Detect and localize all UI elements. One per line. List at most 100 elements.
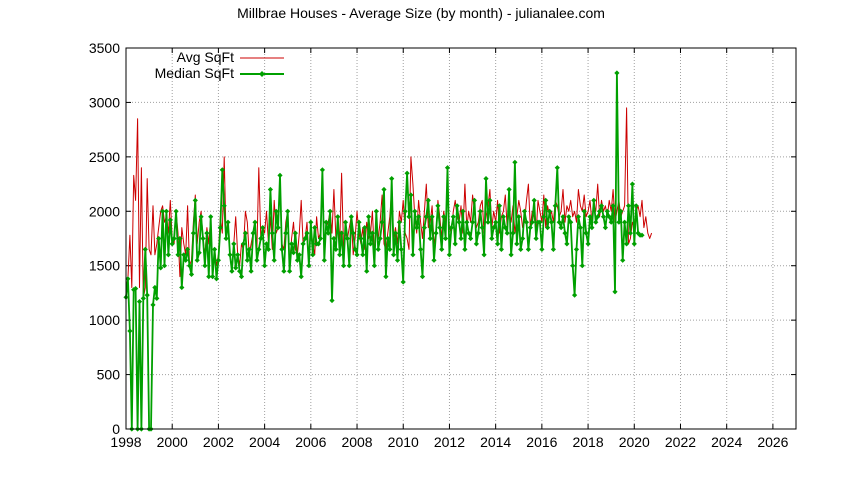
data-point-median-sqft xyxy=(285,208,291,214)
data-point-median-sqft xyxy=(435,203,441,209)
data-point-median-sqft xyxy=(427,235,433,242)
data-point-median-sqft xyxy=(221,203,227,209)
data-point-median-sqft xyxy=(468,235,474,242)
grid-lines xyxy=(126,48,796,429)
data-point-median-sqft xyxy=(235,252,241,258)
data-point-median-sqft xyxy=(547,208,553,214)
data-point-median-sqft xyxy=(367,241,374,247)
data-point-median-sqft xyxy=(327,208,333,214)
data-point-median-sqft xyxy=(377,235,383,242)
data-point-median-sqft xyxy=(568,219,574,225)
data-point-median-sqft xyxy=(281,268,287,274)
data-point-median-sqft xyxy=(508,252,514,258)
data-point-median-sqft xyxy=(227,252,233,258)
data-point-median-sqft xyxy=(290,250,297,256)
data-point-median-sqft xyxy=(317,235,324,242)
data-point-median-sqft xyxy=(392,230,399,236)
data-point-median-sqft xyxy=(371,263,377,269)
data-point-median-sqft xyxy=(364,268,370,274)
data-point-median-sqft xyxy=(156,235,162,242)
data-point-median-sqft xyxy=(350,230,356,236)
data-point-median-sqft xyxy=(265,246,272,252)
y-tick-label: 500 xyxy=(97,367,121,383)
data-point-median-sqft xyxy=(331,235,337,242)
data-point-median-sqft xyxy=(612,289,618,295)
data-point-median-sqft xyxy=(142,246,148,252)
data-point-median-sqft xyxy=(495,241,501,247)
data-point-median-sqft xyxy=(444,165,451,171)
data-point-median-sqft xyxy=(158,265,164,271)
legend-label-median-sqft: Median SqFt xyxy=(155,65,234,81)
data-point-median-sqft xyxy=(165,252,171,258)
data-point-median-sqft xyxy=(136,299,143,305)
data-point-median-sqft xyxy=(591,197,597,203)
data-point-median-sqft xyxy=(275,225,281,231)
data-point-median-sqft xyxy=(294,257,300,263)
data-point-median-sqft xyxy=(188,271,195,277)
data-point-median-sqft xyxy=(589,225,595,231)
x-tick-label: 1998 xyxy=(110,434,141,450)
data-point-median-sqft xyxy=(598,203,605,209)
data-point-median-sqft xyxy=(225,219,231,225)
data-point-median-sqft xyxy=(398,246,404,252)
data-point-median-sqft xyxy=(260,225,266,231)
data-point-median-sqft xyxy=(271,257,277,263)
data-point-median-sqft xyxy=(304,230,310,236)
data-point-median-sqft xyxy=(572,292,578,298)
data-point-median-sqft xyxy=(213,276,220,282)
data-point-median-sqft xyxy=(342,219,349,225)
data-point-median-sqft xyxy=(185,246,191,252)
data-point-median-sqft xyxy=(323,219,329,225)
data-point-median-sqft xyxy=(308,219,314,225)
data-point-median-sqft xyxy=(179,284,185,291)
data-point-median-sqft xyxy=(456,219,462,225)
data-point-median-sqft xyxy=(358,235,364,242)
y-tick-label: 0 xyxy=(112,421,120,437)
data-point-median-sqft xyxy=(533,235,539,242)
data-point-median-sqft xyxy=(333,246,339,252)
data-point-median-sqft xyxy=(175,252,181,258)
data-point-median-sqft xyxy=(479,225,485,231)
data-point-median-sqft xyxy=(348,214,354,220)
data-point-median-sqft xyxy=(446,252,452,258)
data-point-median-sqft xyxy=(624,241,630,247)
data-point-median-sqft xyxy=(381,186,387,193)
data-point-median-sqft xyxy=(229,268,235,274)
x-tick-label: 2026 xyxy=(757,434,788,450)
data-point-median-sqft xyxy=(550,246,556,252)
data-point-median-sqft xyxy=(600,214,607,220)
data-point-median-sqft xyxy=(627,230,633,236)
data-point-median-sqft xyxy=(491,225,497,231)
data-point-median-sqft xyxy=(616,219,622,225)
plot-frame xyxy=(125,47,797,430)
data-point-median-sqft xyxy=(518,246,524,252)
data-point-median-sqft xyxy=(498,246,504,252)
data-point-median-sqft xyxy=(512,159,518,165)
data-point-median-sqft xyxy=(527,225,533,231)
data-point-median-sqft xyxy=(500,214,506,220)
y-tick-label: 1500 xyxy=(89,258,120,274)
x-tick-label: 2002 xyxy=(203,434,234,450)
data-point-median-sqft xyxy=(256,246,262,252)
data-point-median-sqft xyxy=(217,225,223,231)
data-point-median-sqft xyxy=(383,274,389,280)
data-point-median-sqft xyxy=(496,203,503,209)
x-tick-label: 2018 xyxy=(572,434,603,450)
data-point-median-sqft xyxy=(481,252,487,258)
data-point-median-sqft xyxy=(543,197,549,203)
data-point-median-sqft xyxy=(454,203,460,209)
data-point-median-sqft xyxy=(460,208,466,214)
data-point-median-sqft xyxy=(587,214,593,220)
data-point-median-sqft xyxy=(418,246,424,252)
data-point-median-sqft xyxy=(310,252,316,258)
data-point-median-sqft xyxy=(502,225,508,231)
data-point-median-sqft xyxy=(406,214,412,220)
data-point-median-sqft xyxy=(635,230,641,236)
data-point-median-sqft xyxy=(356,219,362,225)
data-point-median-sqft xyxy=(581,208,587,214)
data-point-median-sqft xyxy=(140,295,146,301)
data-point-median-sqft xyxy=(194,257,200,263)
data-point-median-sqft xyxy=(523,219,530,225)
